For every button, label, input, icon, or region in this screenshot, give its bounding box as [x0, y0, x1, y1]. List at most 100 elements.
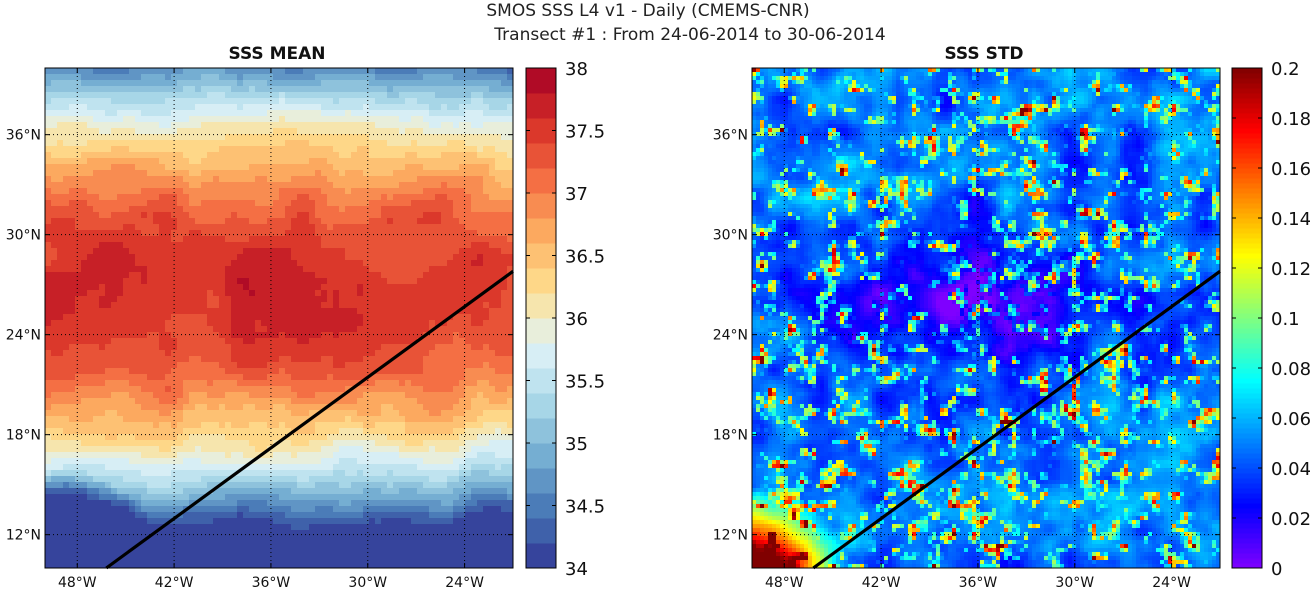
sss-mean-cell	[495, 158, 501, 164]
sss-mean-cell	[489, 146, 495, 152]
sss-mean-cell	[51, 110, 57, 116]
sss-mean-cell	[177, 236, 183, 242]
sss-mean-cell	[225, 410, 231, 416]
sss-mean-cell	[99, 116, 105, 122]
sss-mean-cell	[171, 146, 177, 152]
sss-mean-cell	[213, 212, 219, 218]
sss-mean-cell	[87, 374, 93, 380]
sss-mean-cell	[375, 230, 381, 236]
sss-mean-cell	[495, 302, 501, 308]
sss-mean-cell	[333, 92, 339, 98]
sss-mean-cell	[285, 182, 291, 188]
sss-mean-cell	[399, 296, 405, 302]
sss-mean-cell	[135, 434, 141, 440]
sss-mean-cell	[507, 236, 513, 242]
sss-mean-cell	[177, 104, 183, 110]
sss-mean-cell	[273, 374, 279, 380]
sss-mean-cell	[423, 188, 429, 194]
sss-mean-cell	[381, 110, 387, 116]
sss-mean-cell	[447, 422, 453, 428]
sss-mean-cell	[81, 320, 87, 326]
sss-mean-cell	[165, 68, 171, 74]
sss-mean-cell	[147, 386, 153, 392]
sss-mean-cell	[339, 260, 345, 266]
sss-mean-cell	[321, 194, 327, 200]
sss-mean-cell	[201, 110, 207, 116]
sss-mean-cell	[423, 440, 429, 446]
sss-mean-cell	[411, 374, 417, 380]
sss-mean-cell	[369, 140, 375, 146]
sss-mean-cell	[309, 116, 315, 122]
sss-mean-cell	[411, 92, 417, 98]
sss-mean-cell	[489, 326, 495, 332]
sss-mean-cell	[507, 308, 513, 314]
sss-mean-cell	[507, 332, 513, 338]
sss-mean-cell	[93, 332, 99, 338]
sss-mean-cell	[225, 248, 231, 254]
sss-mean-cell	[339, 128, 345, 134]
sss-mean-cell	[447, 260, 453, 266]
sss-mean-cell	[183, 368, 189, 374]
sss-mean-cell	[195, 134, 201, 140]
sss-mean-cell	[159, 182, 165, 188]
sss-mean-cell	[45, 344, 51, 350]
sss-mean-cell	[69, 176, 75, 182]
sss-mean-cell	[165, 116, 171, 122]
sss-mean-cell	[483, 272, 489, 278]
sss-mean-cell	[219, 272, 225, 278]
sss-mean-cell	[249, 110, 255, 116]
sss-mean-cell	[345, 338, 351, 344]
sss-mean-cell	[75, 164, 81, 170]
sss-mean-cell	[63, 248, 69, 254]
sss-mean-cell	[123, 278, 129, 284]
sss-mean-cell	[261, 362, 267, 368]
sss-mean-cell	[93, 386, 99, 392]
sss-mean-cell	[483, 248, 489, 254]
sss-mean-cell	[255, 104, 261, 110]
sss-mean-cell	[243, 242, 249, 248]
sss-mean-cell	[327, 380, 333, 386]
sss-mean-cell	[297, 386, 303, 392]
sss-mean-cell	[453, 224, 459, 230]
sss-mean-cell	[123, 254, 129, 260]
sss-mean-cell	[189, 440, 195, 446]
sss-mean-cell	[153, 104, 159, 110]
sss-mean-cell	[99, 356, 105, 362]
sss-mean-cell	[477, 410, 483, 416]
sss-mean-cell	[309, 368, 315, 374]
sss-mean-cell	[165, 272, 171, 278]
sss-mean-cell	[357, 170, 363, 176]
sss-mean-cell	[501, 254, 507, 260]
sss-mean-cell	[237, 404, 243, 410]
sss-mean-cell	[429, 314, 435, 320]
sss-mean-cell	[135, 410, 141, 416]
sss-mean-cell	[141, 188, 147, 194]
sss-mean-cell	[387, 320, 393, 326]
sss-mean-cell	[417, 314, 423, 320]
sss-mean-cell	[273, 368, 279, 374]
sss-mean-cell	[465, 110, 471, 116]
sss-mean-cell	[393, 290, 399, 296]
sss-mean-cell	[357, 440, 363, 446]
sss-mean-cell	[393, 392, 399, 398]
sss-mean-cell	[45, 404, 51, 410]
sss-mean-cell	[303, 386, 309, 392]
sss-mean-cell	[201, 314, 207, 320]
sss-mean-cell	[261, 422, 267, 428]
sss-mean-cell	[411, 200, 417, 206]
sss-mean-cell	[303, 326, 309, 332]
sss-mean-cell	[471, 320, 477, 326]
sss-mean-cell	[465, 356, 471, 362]
sss-mean-cell	[387, 158, 393, 164]
sss-mean-cell	[501, 416, 507, 422]
sss-mean-cell	[273, 236, 279, 242]
sss-mean-cell	[129, 404, 135, 410]
sss-mean-cell	[345, 122, 351, 128]
sss-mean-cell	[441, 350, 447, 356]
sss-mean-cell	[159, 212, 165, 218]
sss-mean-cell	[393, 140, 399, 146]
sss-mean-cell	[159, 266, 165, 272]
sss-mean-cell	[141, 224, 147, 230]
sss-mean-cell	[375, 314, 381, 320]
sss-mean-cell	[489, 194, 495, 200]
